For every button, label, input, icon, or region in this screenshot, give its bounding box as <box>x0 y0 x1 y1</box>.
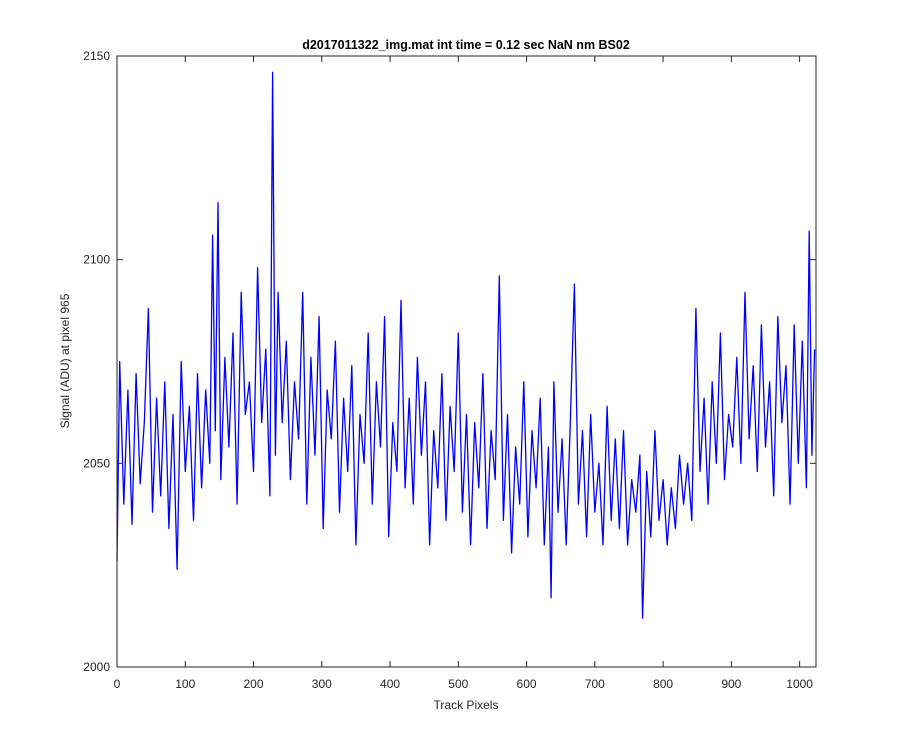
x-tick-label: 400 <box>380 677 400 691</box>
x-tick-label: 800 <box>653 677 673 691</box>
series-layer <box>116 71 816 619</box>
x-tick-label: 500 <box>448 677 468 691</box>
ticks-layer: 0 100 200 300 400 500 600 700 800 900 1000 2000 2050… <box>83 49 816 691</box>
x-tick-label: 700 <box>585 677 605 691</box>
y-axis-label: Signal (ADU) at pixel 965 <box>58 293 72 428</box>
x-tick-label: 300 <box>312 677 332 691</box>
y-tick-label: 2150 <box>83 49 110 63</box>
x-tick-label: 1000 <box>786 677 813 691</box>
chart-title: d2017011322_img.mat int time = 0.12 sec … <box>302 38 630 52</box>
x-tick-label: 900 <box>721 677 741 691</box>
x-tick-label: 0 <box>114 677 121 691</box>
x-axis-label: Track Pixels <box>434 698 499 712</box>
y-tick-label: 2000 <box>83 660 110 674</box>
y-tick-label: 2100 <box>83 253 110 267</box>
plot-area <box>117 56 816 667</box>
x-tick-label: 100 <box>175 677 195 691</box>
axes-box <box>116 55 817 668</box>
y-tick-label: 2050 <box>83 456 110 470</box>
series-line <box>116 71 816 619</box>
x-tick-label: 600 <box>517 677 537 691</box>
x-tick-label: 200 <box>244 677 264 691</box>
